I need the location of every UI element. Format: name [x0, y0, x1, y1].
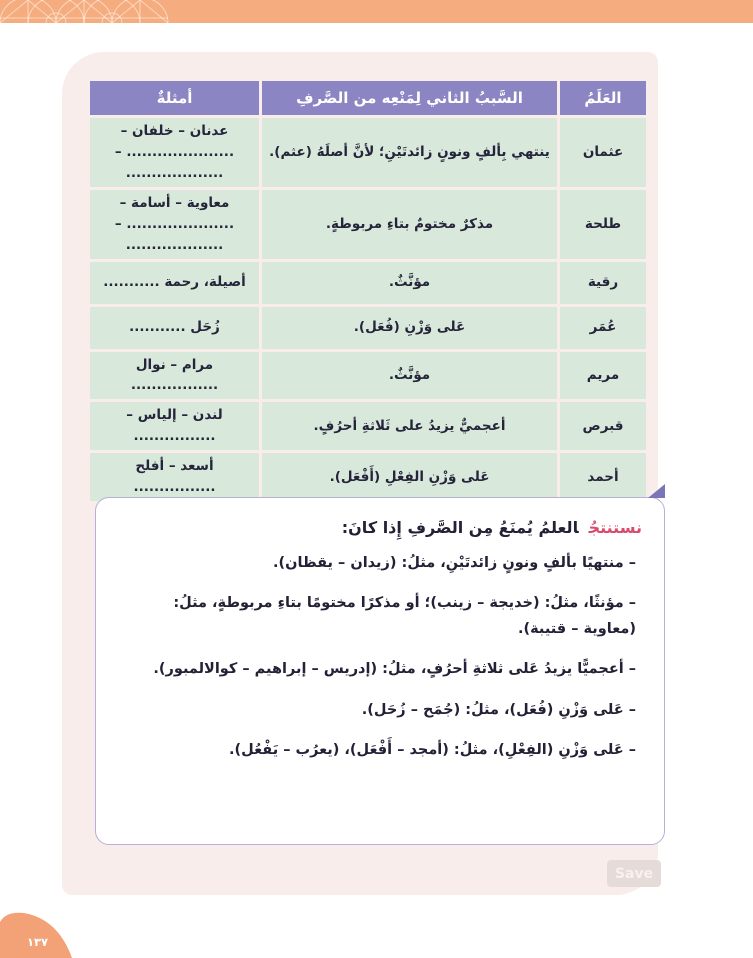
- header-name: العَلَمُ: [560, 81, 646, 115]
- cell-examples-fill-in[interactable]: لندن – إلياس – ................: [90, 402, 259, 451]
- table-row: طلحة مذكرٌ مختومٌ بتاءِ مربوطةٍ. معاوية …: [90, 189, 646, 259]
- cell-reason: ينتهي بِألفٍ ونونٍ زائدتَيْنِ؛ لأنَّ أصل…: [262, 118, 557, 187]
- page-number-tab: ١٣٧: [0, 910, 80, 958]
- folded-corner-icon: [648, 484, 665, 498]
- cell-name: قبرص: [560, 402, 646, 451]
- table-row: عثمان ينتهي بِألفٍ ونونٍ زائدتَيْنِ؛ لأن…: [90, 118, 646, 187]
- conclusion-point: – منتهيًا بألفٍ ونونٍ زائدتَيْنِ، مثلُ: …: [273, 555, 636, 571]
- page-number: ١٣٧: [27, 935, 49, 949]
- save-button[interactable]: Save: [607, 860, 661, 887]
- cell-name: عثمان: [560, 118, 646, 187]
- table-row: مريم مؤنَّثٌ. مرام – نوال ..............…: [90, 351, 646, 400]
- header-examples: أمثلةٌ: [90, 81, 259, 115]
- conclusion-intro: العلمُ يُمنَعُ مِن الصَّرفِ إِذا كانَ:: [341, 518, 579, 537]
- cell-name: مريم: [560, 351, 646, 400]
- cell-reason: مؤنَّثٌ.: [262, 261, 557, 304]
- conclusion-point: – عَلى وَزْنِ (فُعَل)، مثلُ: (جُمَح – زُ…: [361, 701, 636, 718]
- table-row: قبرص أعجميٌّ يزيدُ على ثَلاثةِ أحرُفٍ. ل…: [90, 402, 646, 451]
- cell-examples-fill-in[interactable]: مرام – نوال .................: [90, 351, 259, 400]
- top-decor-bar: [0, 0, 753, 23]
- cell-examples-fill-in[interactable]: زُحَل ...........: [90, 306, 259, 349]
- cell-reason: مذكرٌ مختومٌ بتاءِ مربوطةٍ.: [262, 189, 557, 259]
- cell-reason: عَلى وَزْنِ (فُعَل).: [262, 306, 557, 349]
- table-row: عُمَر عَلى وَزْنِ (فُعَل). زُحَل .......…: [90, 306, 646, 349]
- table-row: أحمد عَلى وَزْنِ الفِعْلِ (أَفْعَل). أسع…: [90, 453, 646, 502]
- geometric-pattern-icon: [0, 0, 169, 23]
- conclusion-point: – مؤنثًا، مثلُ: (خديجة – زينب)؛ أو مذكرً…: [173, 595, 636, 637]
- cell-examples-fill-in[interactable]: أسعد – أفلح ................: [90, 453, 259, 502]
- cell-reason: مؤنَّثٌ.: [262, 351, 557, 400]
- content-sheet: العَلَمُ السَّببُ الثاني لِمَنْعِه من ال…: [62, 52, 665, 895]
- table-row: رقية مؤنَّثٌ. أصيلة، رحمة ...........: [90, 261, 646, 304]
- declension-table: العَلَمُ السَّببُ الثاني لِمَنْعِه من ال…: [87, 78, 649, 504]
- header-reason: السَّببُ الثاني لِمَنْعِه من الصَّرفِ: [262, 81, 557, 115]
- table-header-row: العَلَمُ السَّببُ الثاني لِمَنْعِه من ال…: [90, 81, 646, 115]
- cell-name: رقية: [560, 261, 646, 304]
- cell-reason: أعجميٌّ يزيدُ على ثَلاثةِ أحرُفٍ.: [262, 402, 557, 451]
- conclusion-point: – عَلى وَزْنِ (الفِعْلِ)، مثلُ: (أمجد – …: [229, 741, 636, 758]
- cell-name: أحمد: [560, 453, 646, 502]
- conclusion-point: – أعجميًّا يزيدُ عَلى ثلاثةِ أحرُفٍ، مثل…: [153, 661, 636, 678]
- cell-name: طلحة: [560, 189, 646, 259]
- cell-examples-fill-in[interactable]: معاوية – أسامة – ..................... –…: [90, 189, 259, 259]
- cell-reason: عَلى وَزْنِ الفِعْلِ (أَفْعَل).: [262, 453, 557, 502]
- conclusion-label: نستنتجُ: [588, 518, 642, 537]
- cell-examples-fill-in[interactable]: عدنان – خلفان – ..................... – …: [90, 118, 259, 187]
- cell-examples-fill-in[interactable]: أصيلة، رحمة ...........: [90, 261, 259, 304]
- conclusion-title: نستنتجُ العلمُ يُمنَعُ مِن الصَّرفِ إِذا …: [114, 518, 642, 537]
- conclusion-box: نستنتجُ العلمُ يُمنَعُ مِن الصَّرفِ إِذا …: [95, 484, 665, 845]
- corner-wedge-icon: [0, 912, 72, 958]
- cell-name: عُمَر: [560, 306, 646, 349]
